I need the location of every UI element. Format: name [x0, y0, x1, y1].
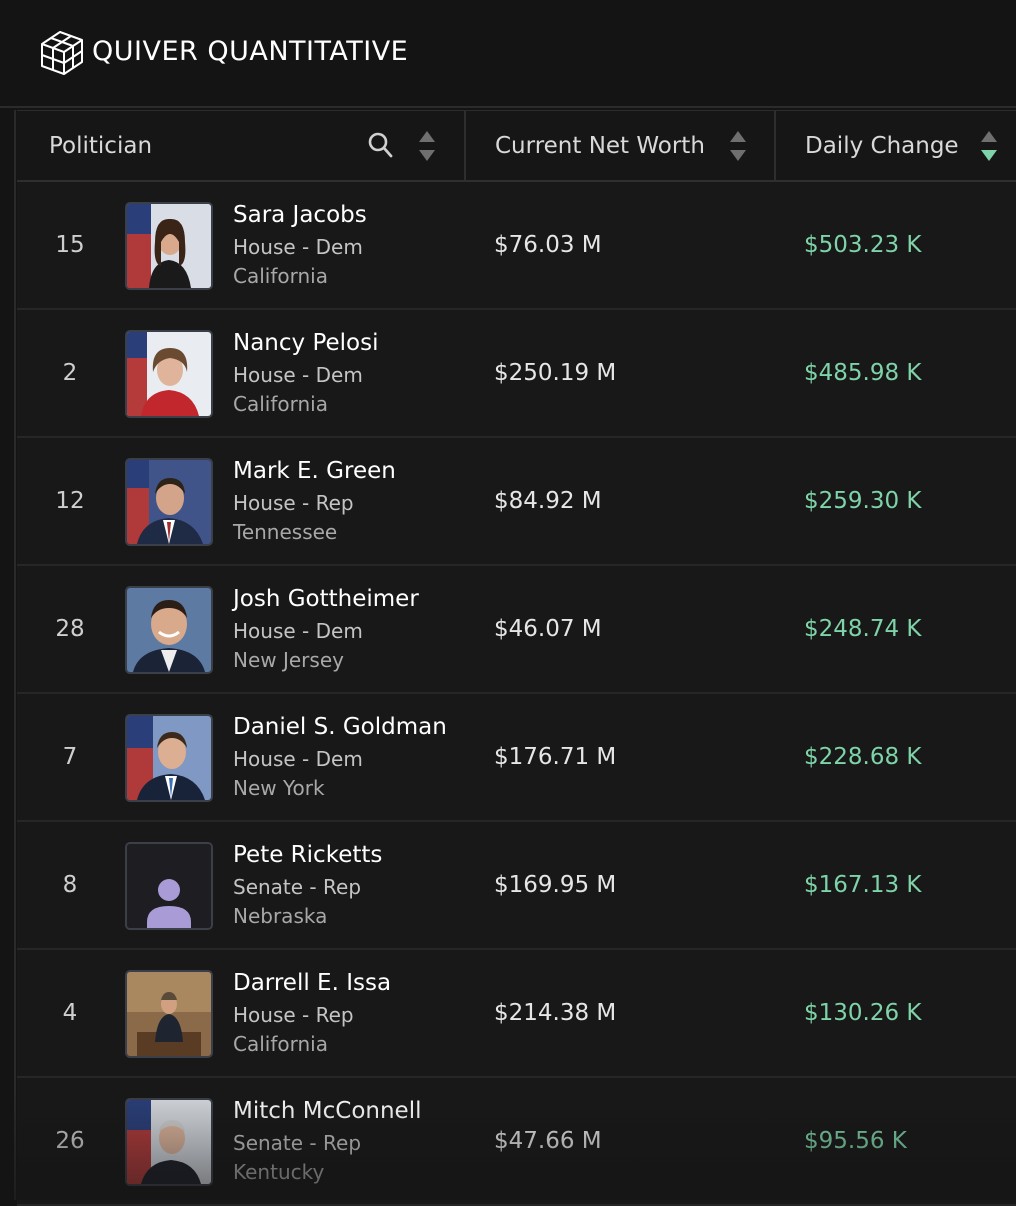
portrait-photo[interactable] — [125, 586, 213, 674]
politician-state: New York — [233, 776, 325, 800]
table-row[interactable]: 28 Josh Gottheimer House - Dem New Jerse… — [17, 566, 1016, 694]
left-divider — [14, 110, 16, 1200]
table-row[interactable]: 7 Daniel S. Goldman House - Dem New York… — [17, 694, 1016, 822]
table-row[interactable]: 12 Mark E. Green House - Rep Tennessee $… — [17, 438, 1016, 566]
politician-name[interactable]: Darrell E. Issa — [233, 970, 392, 996]
politician-state: New Jersey — [233, 648, 344, 672]
brand-name[interactable]: QUIVER QUANTITATIVE — [92, 36, 409, 67]
politician-chamber: House - Dem — [233, 235, 363, 259]
placeholder-avatar[interactable] — [125, 842, 213, 930]
table-row[interactable]: 4 Darrell E. Issa House - Rep California… — [17, 950, 1016, 1078]
portrait-photo[interactable] — [125, 458, 213, 546]
politician-name[interactable]: Mitch McConnell — [233, 1098, 422, 1124]
politician-name[interactable]: Pete Ricketts — [233, 842, 383, 868]
politician-state: California — [233, 264, 328, 288]
table-row[interactable]: 26 Mitch McConnell Senate - Rep Kentucky… — [17, 1078, 1016, 1206]
politician-state: California — [233, 392, 328, 416]
portrait-photo[interactable] — [125, 1098, 213, 1186]
politician-name[interactable]: Sara Jacobs — [233, 202, 367, 228]
politician-chamber: House - Dem — [233, 747, 363, 771]
column-header-daily-change[interactable]: Daily Change — [805, 133, 959, 159]
rank-number: 15 — [55, 232, 85, 258]
table-body: 15 Sara Jacobs House - Dem California $7… — [17, 182, 1016, 1206]
column-divider — [464, 111, 466, 181]
net-worth-value: $169.95 M — [494, 872, 617, 898]
rank-number: 7 — [62, 744, 78, 770]
net-worth-value: $47.66 M — [494, 1128, 602, 1154]
search-icon[interactable] — [367, 131, 393, 159]
politician-name[interactable]: Daniel S. Goldman — [233, 714, 447, 740]
daily-change-value: $228.68 K — [804, 744, 922, 770]
column-header-politician[interactable]: Politician — [49, 133, 153, 159]
portrait-photo[interactable] — [125, 330, 213, 418]
portrait-photo[interactable] — [125, 970, 213, 1058]
politician-state: Tennessee — [233, 520, 338, 544]
politician-name[interactable]: Josh Gottheimer — [233, 586, 419, 612]
portrait-photo[interactable] — [125, 202, 213, 290]
table-row[interactable]: 8 Pete Ricketts Senate - Rep Nebraska $1… — [17, 822, 1016, 950]
politician-chamber: House - Dem — [233, 363, 363, 387]
politician-chamber: House - Dem — [233, 619, 363, 643]
daily-change-value: $503.23 K — [804, 232, 922, 258]
daily-change-value: $167.13 K — [804, 872, 922, 898]
net-worth-value: $46.07 M — [494, 616, 602, 642]
daily-change-value: $130.26 K — [804, 1000, 922, 1026]
politician-chamber: Senate - Rep — [233, 875, 362, 899]
table-row[interactable]: 15 Sara Jacobs House - Dem California $7… — [17, 182, 1016, 310]
table-row[interactable]: 2 Nancy Pelosi House - Dem California $2… — [17, 310, 1016, 438]
sort-daily-change-icon[interactable] — [980, 129, 998, 163]
daily-change-value: $485.98 K — [804, 360, 922, 386]
politician-name[interactable]: Nancy Pelosi — [233, 330, 379, 356]
sort-politician-icon[interactable] — [418, 129, 436, 163]
politician-chamber: House - Rep — [233, 1003, 354, 1027]
column-divider — [774, 111, 776, 181]
politician-name[interactable]: Mark E. Green — [233, 458, 396, 484]
user-avatar-icon — [127, 844, 211, 928]
portrait-photo[interactable] — [125, 714, 213, 802]
rank-number: 4 — [62, 1000, 78, 1026]
quiver-logo-icon[interactable] — [38, 28, 88, 78]
daily-change-value: $259.30 K — [804, 488, 922, 514]
net-worth-value: $84.92 M — [494, 488, 602, 514]
rank-number: 26 — [55, 1128, 85, 1154]
rank-number: 2 — [62, 360, 78, 386]
politician-state: California — [233, 1032, 328, 1056]
politician-chamber: Senate - Rep — [233, 1131, 362, 1155]
politician-chamber: House - Rep — [233, 491, 354, 515]
politician-state: Kentucky — [233, 1160, 325, 1184]
column-header-net-worth[interactable]: Current Net Worth — [495, 133, 705, 159]
daily-change-value: $248.74 K — [804, 616, 922, 642]
sort-net-worth-icon[interactable] — [729, 129, 747, 163]
rank-number: 8 — [62, 872, 78, 898]
daily-change-value: $95.56 K — [804, 1128, 907, 1154]
politician-state: Nebraska — [233, 904, 328, 928]
net-worth-value: $176.71 M — [494, 744, 617, 770]
net-worth-value: $76.03 M — [494, 232, 602, 258]
rank-number: 12 — [55, 488, 85, 514]
net-worth-value: $250.19 M — [494, 360, 617, 386]
table-header: Politician Current Net Worth Daily Chang… — [17, 110, 1016, 182]
rank-number: 28 — [55, 616, 85, 642]
net-worth-value: $214.38 M — [494, 1000, 617, 1026]
politicians-table: Politician Current Net Worth Daily Chang… — [17, 110, 1016, 1206]
top-bar: QUIVER QUANTITATIVE — [0, 0, 1016, 108]
